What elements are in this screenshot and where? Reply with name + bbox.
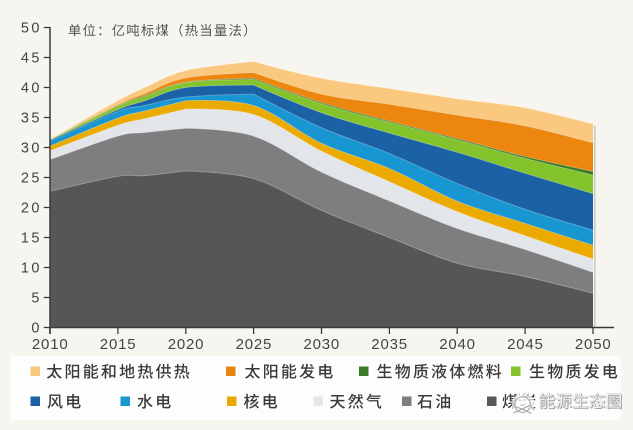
svg-text:2030: 2030 (304, 336, 341, 353)
svg-text:0: 0 (31, 321, 42, 337)
svg-text:35: 35 (21, 111, 42, 127)
svg-text:2040: 2040 (439, 336, 476, 353)
svg-text:2020: 2020 (168, 336, 205, 353)
svg-text:20: 20 (21, 201, 42, 217)
svg-text:2050: 2050 (575, 336, 612, 353)
svg-text:30: 30 (21, 141, 42, 157)
svg-text:15: 15 (21, 231, 42, 247)
svg-text:2025: 2025 (236, 336, 273, 353)
svg-text:40: 40 (21, 81, 42, 97)
svg-text:2035: 2035 (371, 336, 408, 353)
svg-text:45: 45 (21, 51, 42, 67)
svg-text:2010: 2010 (32, 336, 69, 353)
svg-text:50: 50 (21, 21, 42, 37)
svg-text:5: 5 (31, 291, 42, 307)
svg-text:10: 10 (21, 261, 42, 277)
svg-text:2015: 2015 (100, 336, 137, 353)
svg-text:2045: 2045 (507, 336, 544, 353)
svg-text:25: 25 (21, 171, 42, 187)
